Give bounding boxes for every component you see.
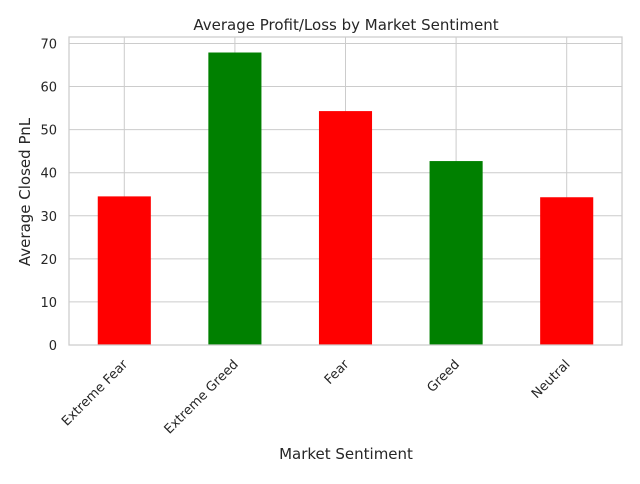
bar-extreme-fear	[97, 196, 151, 345]
y-tick-label: 70	[40, 37, 57, 52]
plot-frame	[68, 36, 623, 346]
y-axis-label: Average Closed PnL	[16, 117, 34, 266]
y-tick-label: 50	[40, 124, 57, 139]
bar-neutral	[540, 197, 594, 345]
y-tick-label: 40	[40, 167, 57, 182]
y-tick-label: 0	[49, 339, 57, 354]
y-tick-label: 30	[40, 210, 57, 225]
bar-fear	[318, 111, 373, 345]
y-tick-label: 10	[40, 296, 57, 311]
y-tick-label: 20	[40, 253, 57, 268]
x-axis-label: Market Sentiment	[279, 445, 413, 463]
chart-title: Average Profit/Loss by Market Sentiment	[193, 16, 498, 34]
bar-greed	[429, 161, 483, 345]
bar-extreme-greed	[208, 52, 262, 345]
y-tick-label: 60	[40, 81, 57, 96]
